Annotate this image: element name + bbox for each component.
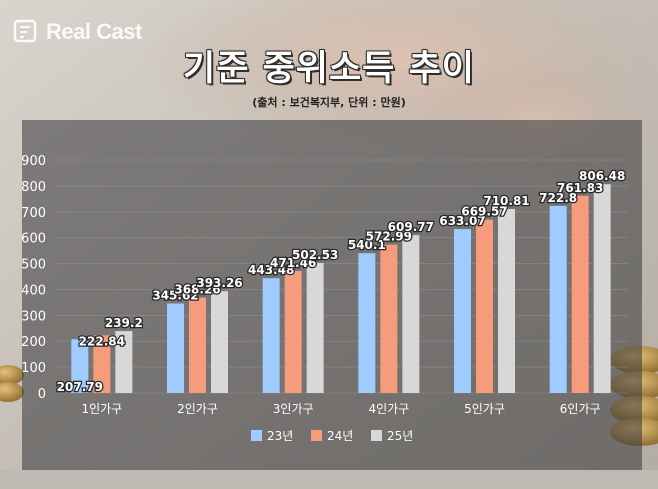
data-label: 669.57: [461, 205, 507, 219]
y-tick-label: 500: [22, 258, 46, 273]
data-label: 393.26: [196, 276, 242, 290]
data-label: 806.48: [579, 169, 625, 183]
bar: [167, 303, 184, 393]
data-label: 239.2: [105, 316, 143, 330]
data-label: 572.99: [366, 230, 412, 244]
bar: [93, 335, 111, 393]
data-label: 633.07: [439, 214, 485, 228]
bar: [262, 278, 280, 393]
bar: [115, 331, 133, 393]
bar: [454, 229, 471, 393]
legend-swatch: [251, 430, 262, 441]
data-label: 722.8: [539, 191, 577, 205]
x-tick-label: 4인가구: [368, 402, 409, 416]
bar: [71, 339, 89, 393]
legend-label: 23년: [267, 429, 293, 443]
bar: [358, 253, 376, 393]
chart-title: 기준 중위소득 추이: [183, 49, 475, 89]
bar: [402, 235, 420, 393]
data-label: 207.79: [57, 380, 103, 394]
x-tick-label: 6인가구: [560, 402, 601, 416]
data-label: 761.83: [557, 181, 603, 195]
bar: [284, 270, 302, 393]
bar-chart: 0 100 200 300 400 500 600 700 800 900 1인가구 2인가구 3인가구…: [22, 154, 628, 443]
data-label: 471.46: [270, 256, 316, 270]
bar: [549, 205, 567, 393]
data-label: 368.26: [174, 283, 220, 297]
y-tick-label: 600: [22, 232, 46, 247]
legend-swatch: [371, 430, 382, 441]
chart-panel: 0 100 200 300 400 500 600 700 800 900 1인가구 2인가구 3인가구…: [22, 120, 642, 470]
legend-label: 24년: [327, 429, 353, 443]
data-label: 443.48: [248, 263, 294, 277]
y-tick-label: 900: [22, 154, 46, 169]
y-tick-label: 200: [22, 335, 46, 350]
bar: [189, 297, 206, 393]
x-tick-label: 2인가구: [177, 402, 218, 416]
bar: [211, 291, 228, 393]
chart-subtitle: (출처 : 보건복지부, 단위 : 만원): [252, 96, 406, 109]
y-tick-label: 100: [22, 361, 46, 376]
data-label: 609.77: [388, 220, 434, 234]
y-tick-label: 800: [22, 180, 46, 195]
x-tick-label: 1인가구: [81, 402, 122, 416]
data-label: 710.81: [483, 194, 529, 208]
logo-icon: [13, 19, 37, 43]
bar: [571, 195, 589, 393]
bar: [476, 219, 493, 393]
bar: [306, 262, 324, 393]
y-tick-label: 700: [22, 206, 46, 221]
data-label: 345.62: [152, 289, 198, 303]
legend-label: 25년: [387, 429, 413, 443]
data-label: 540.1: [348, 238, 386, 252]
legend-swatch: [311, 430, 322, 441]
bar: [498, 208, 515, 393]
logo-text: Real Cast: [46, 19, 142, 44]
brand-logo: Real Cast: [12, 18, 142, 46]
bar: [593, 184, 611, 393]
y-tick-label: 0: [38, 387, 46, 402]
x-tick-label: 5인가구: [464, 402, 505, 416]
bar: [380, 244, 398, 393]
x-tick-label: 3인가구: [273, 402, 314, 416]
data-label: 222.84: [79, 334, 125, 348]
data-label: 502.53: [292, 248, 338, 262]
y-tick-label: 400: [22, 283, 46, 298]
y-tick-label: 300: [22, 309, 46, 324]
